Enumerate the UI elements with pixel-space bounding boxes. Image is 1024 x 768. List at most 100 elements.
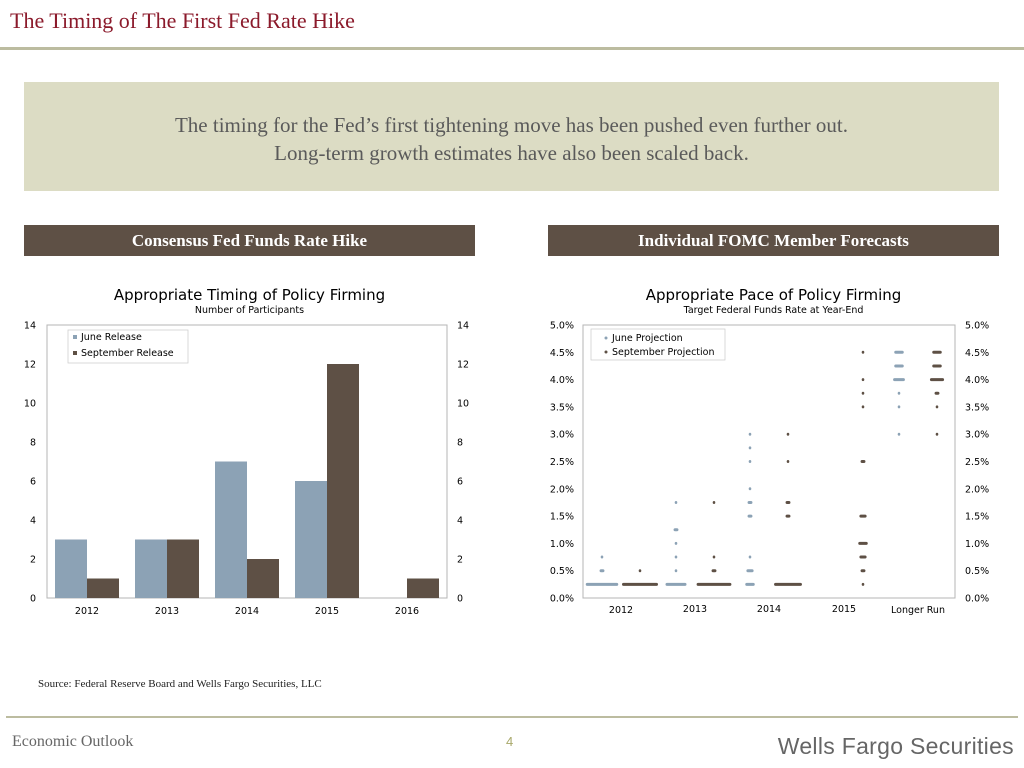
bar-2012-june	[55, 539, 87, 598]
bar-chart-title: Appropriate Timing of Policy Firming	[113, 286, 386, 304]
y-tick-label-left: 2	[30, 555, 36, 566]
y-tick-label-right: 6	[457, 477, 463, 488]
y-tick-label-left: 12	[24, 360, 36, 371]
x-tick-label: 2015	[315, 606, 339, 617]
dot-chart-subtitle: Target Federal Funds Rate at Year-End	[683, 305, 864, 316]
y-tick-label-left: 0	[30, 594, 36, 605]
x-tick-label: 2013	[155, 606, 179, 617]
dot-september-2013	[712, 500, 716, 504]
dot-september-2014	[774, 582, 802, 586]
y-tick-label-right: 0	[457, 594, 463, 605]
dot-september-2015	[861, 582, 865, 586]
left-section-header: Consensus Fed Funds Rate Hike	[24, 225, 475, 256]
bar-2013-september	[167, 539, 199, 598]
y-tick-label-right: 4.5%	[965, 348, 989, 359]
dot-june-longer-run	[897, 432, 901, 436]
dot-september-longer-run	[932, 350, 942, 354]
y-tick-label-left: 4.0%	[550, 375, 574, 386]
dot-september-2015	[860, 569, 866, 573]
legend-box	[590, 328, 726, 361]
bar-2014-june	[215, 461, 247, 598]
top-divider	[0, 47, 1024, 50]
dot-september-2015	[859, 514, 867, 518]
dot-june-2014	[747, 500, 753, 504]
x-tick-label: 2015	[832, 604, 856, 615]
dot-september-longer-run	[935, 405, 939, 409]
x-tick-label: 2012	[75, 606, 99, 617]
legend-label: June Projection	[611, 333, 683, 344]
dot-june-2013	[673, 528, 679, 532]
x-tick-label: 2016	[395, 606, 419, 617]
legend-label: June Release	[80, 332, 142, 343]
dot-september-2015	[861, 405, 865, 409]
dot-september-2012	[622, 582, 658, 586]
dot-june-2014	[748, 460, 752, 463]
y-tick-label-right: 1.0%	[965, 539, 989, 550]
y-tick-label-right: 3.0%	[965, 430, 989, 441]
dot-june-2012	[599, 569, 605, 573]
y-tick-label-left: 3.0%	[550, 430, 574, 441]
dot-september-2013	[711, 569, 717, 573]
x-tick-label: Longer Run	[891, 605, 945, 616]
y-tick-label-right: 1.5%	[965, 512, 989, 523]
bar-2016-september	[407, 578, 439, 598]
y-tick-label-left: 0.0%	[550, 594, 574, 605]
dot-september-longer-run	[934, 391, 940, 395]
x-tick-label: 2014	[757, 604, 781, 615]
dot-september-2014	[786, 460, 790, 463]
y-tick-label-right: 14	[457, 321, 469, 332]
y-tick-label-left: 10	[24, 399, 36, 410]
y-tick-label-left: 4	[30, 516, 36, 527]
bar-2015-september	[327, 364, 359, 598]
dot-june-2014	[747, 514, 753, 518]
legend-label: September Release	[81, 348, 174, 359]
page-title: The Timing of The First Fed Rate Hike	[10, 8, 355, 33]
y-tick-label-left: 2.5%	[550, 457, 574, 468]
y-tick-label-left: 1.5%	[550, 512, 574, 523]
y-tick-label-left: 0.5%	[550, 566, 574, 577]
y-tick-label-left: 3.5%	[550, 402, 574, 413]
dot-june-2014	[746, 569, 754, 573]
right-section-header: Individual FOMC Member Forecasts	[548, 225, 999, 256]
banner-line-1: The timing for the Fed’s first tightenin…	[174, 113, 848, 137]
dot-september-2015	[861, 350, 865, 354]
y-tick-label-left: 2.0%	[550, 484, 574, 495]
bar-chart-subtitle: Number of Participants	[194, 305, 305, 316]
dot-june-2012	[600, 555, 604, 559]
y-tick-label-left: 4.5%	[550, 348, 574, 359]
y-tick-label-right: 4.0%	[965, 375, 989, 386]
dot-june-longer-run	[897, 405, 901, 409]
footer-label: Economic Outlook	[12, 733, 134, 750]
legend-box	[67, 329, 189, 364]
dot-june-2013	[674, 555, 678, 559]
brand-logo: Wells Fargo Securities	[777, 733, 1014, 759]
dot-june-2013	[674, 541, 678, 545]
dot-june-longer-run	[893, 378, 905, 382]
x-tick-label: 2014	[235, 606, 259, 617]
legend-marker	[604, 336, 608, 340]
y-tick-label-left: 5.0%	[550, 321, 574, 332]
dot-june-2012	[585, 582, 619, 586]
dot-september-2014	[786, 432, 790, 436]
dot-september-2015	[859, 555, 867, 559]
banner-line-2: Long-term growth estimates have also bee…	[274, 141, 749, 165]
bar-2014-september	[247, 559, 279, 598]
dot-september-2014	[785, 500, 791, 504]
y-tick-label-right: 2	[457, 555, 463, 566]
summary-banner: The timing for the Fed’s first tightenin…	[24, 82, 999, 191]
dot-june-2014	[748, 487, 752, 491]
plot-frame	[46, 324, 448, 599]
legend-marker	[604, 350, 608, 354]
dot-september-longer-run	[929, 378, 945, 382]
dot-september-2014	[785, 514, 791, 518]
dot-june-2014	[745, 582, 755, 586]
y-tick-label-right: 3.5%	[965, 402, 989, 413]
y-tick-label-right: 12	[457, 360, 469, 371]
dot-june-longer-run	[897, 391, 901, 395]
legend-label: September Projection	[612, 347, 715, 358]
bottom-divider	[6, 716, 1018, 718]
x-tick-label: 2013	[683, 604, 707, 615]
legend-swatch	[73, 351, 77, 355]
y-tick-label-right: 0.0%	[965, 594, 989, 605]
x-tick-label: 2012	[609, 605, 633, 616]
